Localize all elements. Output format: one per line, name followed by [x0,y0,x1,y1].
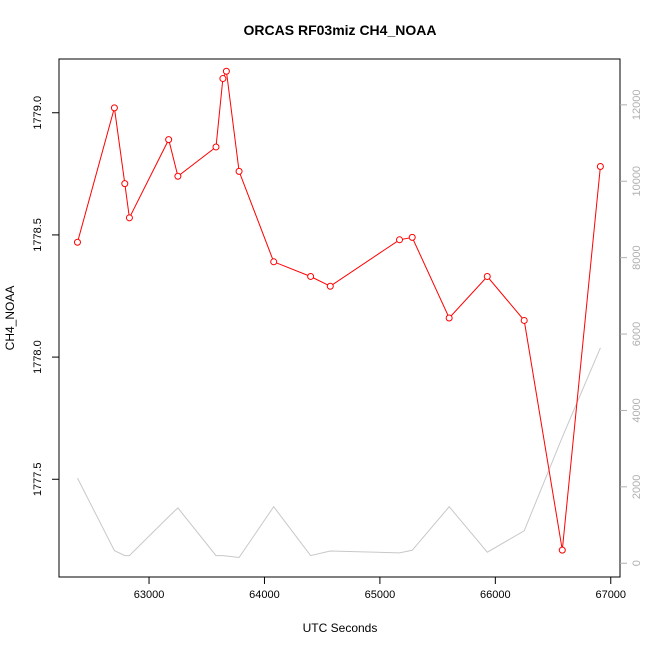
y-tick-label-right: 6000 [631,322,643,346]
y-tick-label-left: 1779.0 [32,96,44,130]
y-tick-label-right: 10000 [631,166,643,197]
ch4-series-line [77,69,601,551]
y-tick-label-right: 8000 [631,245,643,269]
ch4-data-point [396,236,404,244]
x-tick-label: 65000 [365,589,396,601]
ch4-data-point [596,163,604,171]
y-tick-label-right: 4000 [631,398,643,422]
y-tick-label-right: 0 [631,560,643,566]
ch4-data-point [408,233,416,241]
ch4-data-point [165,136,173,144]
ch4-data-point [520,316,528,324]
ch4-data-point [222,67,230,75]
y-tick-label-left: 1778.0 [32,340,44,374]
x-tick-label: 67000 [595,589,626,601]
ch4-data-point [73,238,81,246]
secondary-series-line [77,347,601,559]
ch4-data-point [445,314,453,322]
y-axis-right: 0 2000 4000 6000 8000 10000 12000 [620,90,643,566]
y-tick-label-right: 2000 [631,475,643,499]
chart-title: ORCAS RF03miz CH4_NOAA [244,22,437,38]
ch4-data-point [110,104,118,112]
series-layer [73,67,604,559]
x-axis-label: UTC Seconds [303,621,378,635]
y-axis-label: CH4_NOAA [3,286,17,351]
x-axis: 63000 64000 65000 66000 67000 [134,577,626,601]
x-tick-label: 63000 [134,589,165,601]
ch4-data-point [212,143,220,151]
ch4-data-point [270,258,278,266]
ch4-data-point [121,180,129,188]
ch4-data-point [235,167,243,175]
ch4-data-point [483,272,491,280]
ch4-data-point [307,272,315,280]
y-tick-label-left: 1777.5 [32,462,44,496]
y-axis-left: 1777.5 1778.0 1778.5 1779.0 [32,96,59,496]
y-tick-label-left: 1778.5 [32,218,44,252]
ch4-data-point [326,282,334,290]
plot-frame [58,58,621,578]
x-tick-label: 64000 [249,589,280,601]
ch4-data-point [219,75,227,83]
ch4-data-point [174,172,182,180]
y-tick-label-right: 12000 [631,90,643,121]
ch4-data-point [125,214,133,222]
ch4-data-point [558,546,566,554]
x-tick-label: 66000 [480,589,511,601]
